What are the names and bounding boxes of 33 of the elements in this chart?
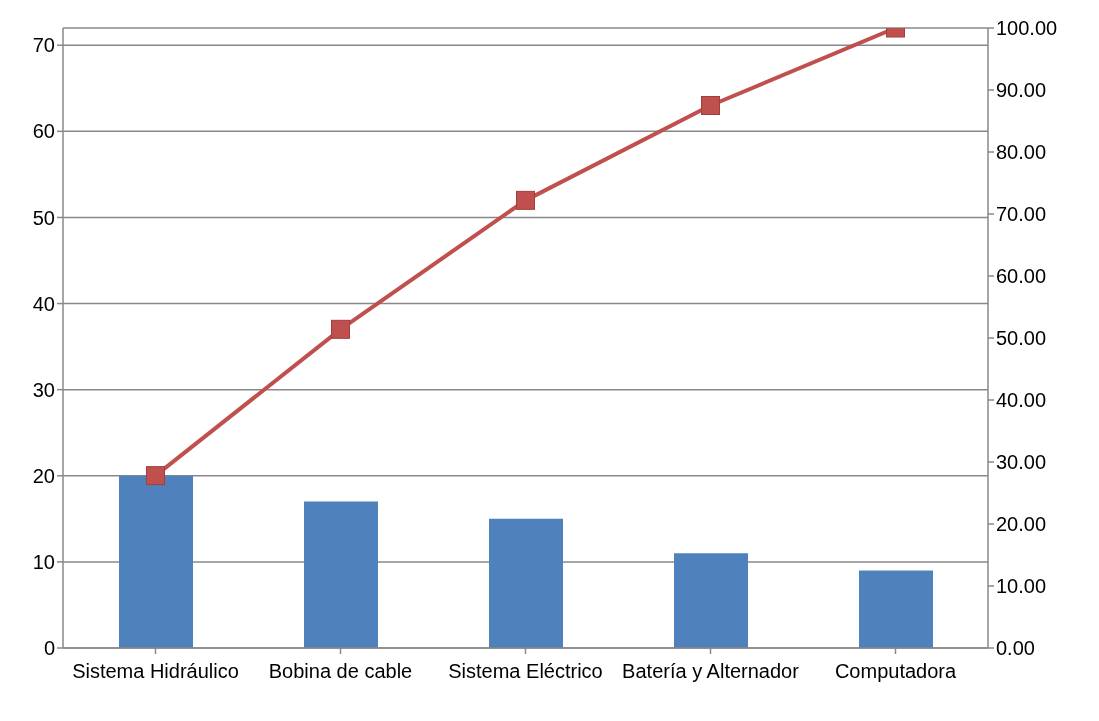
x-tick-label: Batería y Alternador (622, 660, 800, 683)
y2-tick-label: 40.00 (996, 389, 1047, 412)
y2-tick-label: 30.00 (996, 451, 1047, 474)
y2-tick-label: 10.00 (996, 575, 1047, 598)
bar (859, 570, 933, 648)
x-tick-label: Computadora (834, 660, 957, 683)
y-tick-label: 20 (32, 464, 55, 487)
y-tick-label: 30 (32, 378, 55, 401)
y-tick-label: 10 (32, 550, 55, 573)
bar (119, 475, 193, 648)
y2-tick-label: 50.00 (996, 327, 1047, 350)
x-tick-label: Bobina de cable (268, 660, 413, 683)
x-tick-label: Sistema Hidráulico (72, 660, 239, 683)
bar (674, 553, 748, 648)
y2-tick-label: 20.00 (996, 513, 1047, 536)
bar (304, 501, 378, 648)
point (516, 190, 535, 210)
y2-tick-label: 60.00 (996, 265, 1047, 288)
y-tick-label: 50 (32, 206, 55, 229)
bar (489, 518, 563, 648)
y2-tick-label: 90.00 (996, 79, 1047, 102)
y2-tick-label: 0.00 (996, 637, 1035, 660)
x-tick-label: Sistema Eléctrico (448, 660, 603, 683)
y-tick-label: 70 (32, 34, 55, 57)
y2-tick-label: 80.00 (996, 141, 1047, 164)
y-tick-label: 40 (32, 292, 55, 315)
y-tick-label: 60 (32, 120, 55, 143)
point (331, 319, 350, 339)
y2-tick-label: 100.00 (996, 17, 1058, 40)
y-tick-label: 0 (43, 637, 55, 660)
y2-tick-label: 70.00 (996, 203, 1047, 226)
point (146, 466, 165, 486)
point (701, 96, 720, 115)
